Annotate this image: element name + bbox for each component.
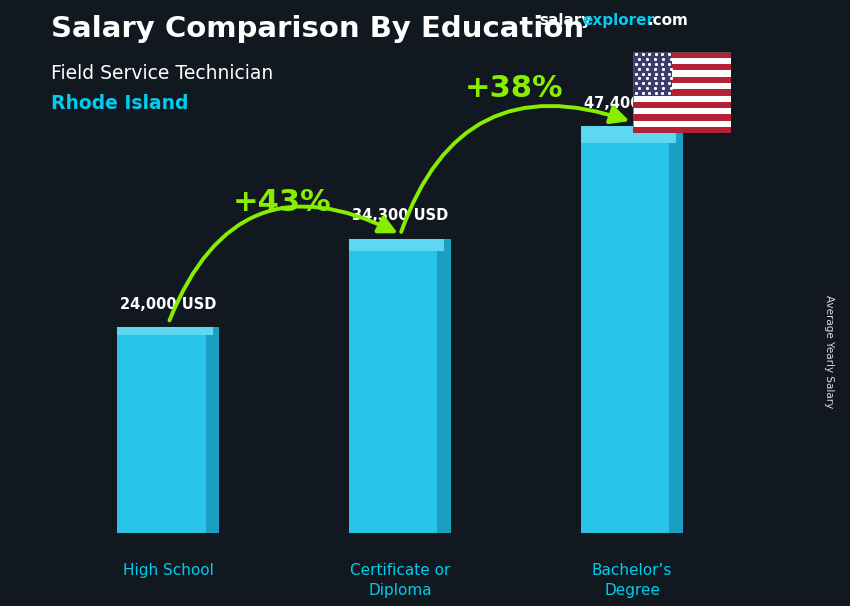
Bar	[633, 108, 731, 115]
Text: Rhode Island: Rhode Island	[51, 94, 189, 113]
Bar	[633, 115, 731, 121]
Text: Certificate or
Diploma: Certificate or Diploma	[350, 564, 450, 598]
FancyBboxPatch shape	[349, 239, 438, 533]
Bar	[633, 64, 731, 70]
Bar	[633, 77, 731, 83]
Text: 47,400 USD: 47,400 USD	[584, 96, 680, 111]
Text: Average Yearly Salary: Average Yearly Salary	[824, 295, 834, 408]
FancyBboxPatch shape	[117, 327, 212, 336]
Text: 24,000 USD: 24,000 USD	[120, 297, 217, 312]
Bar	[633, 89, 731, 96]
Text: +38%: +38%	[465, 74, 564, 103]
Bar	[633, 96, 731, 102]
Text: High School: High School	[123, 564, 214, 578]
Text: .com: .com	[648, 13, 689, 28]
Text: +43%: +43%	[233, 188, 332, 218]
Polygon shape	[669, 127, 683, 533]
Bar	[633, 58, 731, 64]
Text: salary: salary	[540, 13, 592, 28]
Bar	[633, 121, 731, 127]
Bar	[633, 127, 731, 133]
Bar	[633, 83, 731, 89]
Polygon shape	[206, 327, 219, 533]
Polygon shape	[438, 239, 451, 533]
FancyBboxPatch shape	[581, 127, 669, 533]
Text: Salary Comparison By Education: Salary Comparison By Education	[51, 15, 584, 43]
Bar	[633, 70, 731, 77]
FancyBboxPatch shape	[581, 127, 676, 142]
Text: 34,300 USD: 34,300 USD	[352, 208, 449, 224]
Bar	[633, 52, 731, 58]
Bar	[633, 52, 672, 96]
FancyBboxPatch shape	[349, 239, 445, 251]
Bar	[633, 102, 731, 108]
Text: Bachelor’s
Degree: Bachelor’s Degree	[592, 564, 672, 598]
Text: Field Service Technician: Field Service Technician	[51, 64, 273, 82]
FancyBboxPatch shape	[117, 327, 206, 533]
Text: explorer: explorer	[582, 13, 654, 28]
